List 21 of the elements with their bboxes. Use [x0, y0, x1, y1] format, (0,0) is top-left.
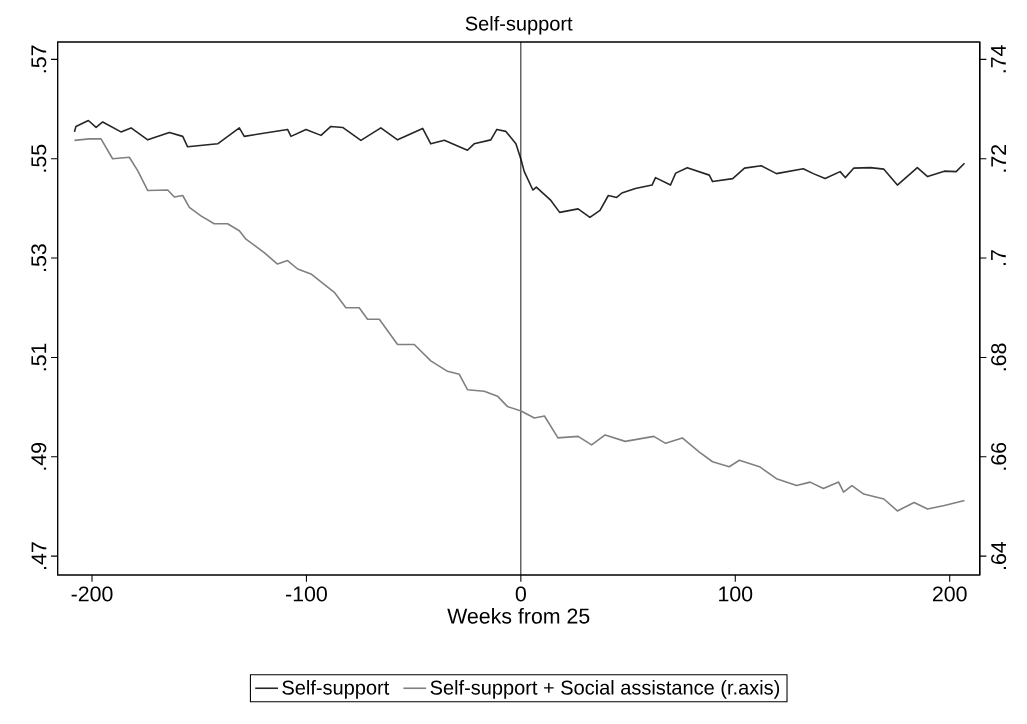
x-tick-label: -200 — [71, 586, 113, 602]
y-tick-label: .55 — [31, 144, 47, 172]
y2-tick-label: .68 — [991, 343, 1007, 371]
x-tick-label: -100 — [286, 586, 327, 602]
y2-tick-label: .74 — [991, 45, 1006, 73]
y-tick-label: .53 — [31, 244, 47, 271]
y-tick-label: .49 — [31, 442, 47, 470]
y2-tick-label: .64 — [991, 541, 1007, 570]
y-tick-label: .47 — [31, 542, 47, 570]
x-tick-label: 100 — [719, 586, 753, 602]
y2-tick-label: .66 — [991, 442, 1007, 470]
chart-title: Self-support — [465, 15, 573, 35]
legend-label: Self-support — [282, 680, 390, 699]
x-tick-label: 200 — [932, 586, 967, 602]
y2-tick-label: .7 — [991, 250, 1006, 266]
x-tick-label: 0 — [515, 586, 526, 602]
legend-label: Self-support + Social assistance (r.axis) — [430, 680, 780, 699]
y-tick-label: .57 — [31, 45, 47, 73]
x-axis-title: Weeks from 25 — [447, 607, 590, 624]
y-tick-label: .51 — [31, 343, 47, 371]
y2-tick-label: .72 — [991, 144, 1006, 172]
